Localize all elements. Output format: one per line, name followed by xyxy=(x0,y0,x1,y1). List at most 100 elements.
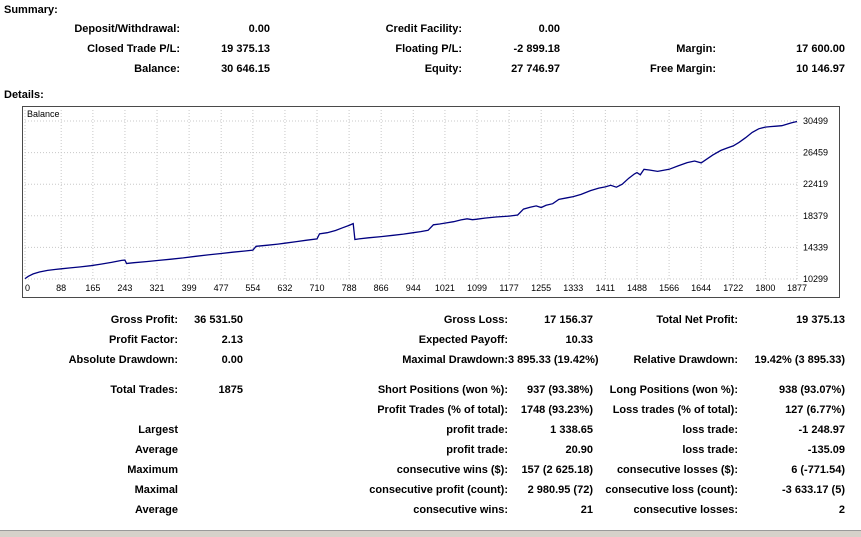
axis-label: 26459 xyxy=(803,148,828,158)
stat-label: Total Trades: xyxy=(110,384,178,396)
stat-value: 937 (93.38%) xyxy=(526,384,593,396)
stat-row: Profit Factor: 2.13 Expected Payoff: 10.33 xyxy=(0,330,861,350)
stat-value: 2.13 xyxy=(221,334,243,346)
stat-value: -135.09 xyxy=(807,444,845,456)
stat-label: profit trade: xyxy=(446,444,508,456)
summary-heading: Summary: xyxy=(4,4,58,16)
axis-label: 243 xyxy=(117,283,132,293)
stat-label: Relative Drawdown: xyxy=(633,354,738,366)
stat-value: 0.00 xyxy=(248,23,270,35)
axis-label: 165 xyxy=(85,283,100,293)
stat-label: Floating P/L: xyxy=(395,43,462,55)
stat-label: Absolute Drawdown: xyxy=(68,354,178,366)
stat-value: 17 156.37 xyxy=(544,314,593,326)
axis-label: 1566 xyxy=(659,283,679,293)
axis-label: 1800 xyxy=(755,283,775,293)
axis-label: 477 xyxy=(214,283,229,293)
details-group: Gross Profit: 36 531.50 Gross Loss: 17 156.… xyxy=(0,310,861,370)
stat-label: Average xyxy=(134,444,178,456)
balance-chart-panel: 0 88 165 243 321 399 477 554 632 710 788 866 944 1021… xyxy=(22,106,840,298)
stat-value: 6 (-771.54) xyxy=(791,464,845,476)
stat-label: Profit Trades (% of total): xyxy=(377,404,508,416)
stat-value: 27 746.97 xyxy=(511,63,560,75)
stat-row: Average profit trade: 20.90 loss trade: -135… xyxy=(0,440,861,460)
axis-label: 866 xyxy=(374,283,389,293)
axis-label: 1177 xyxy=(499,283,518,293)
stat-value: 2 980.95 (72) xyxy=(527,484,593,496)
axis-label: 1722 xyxy=(723,283,743,293)
stat-label: Deposit/Withdrawal: xyxy=(74,23,180,35)
stat-label: Free Margin: xyxy=(649,63,716,75)
stat-value: 10.33 xyxy=(565,334,593,346)
stat-row: Maximal consecutive profit (count): 2 980.… xyxy=(0,480,861,500)
axis-label: 399 xyxy=(182,283,197,293)
stat-label: Equity: xyxy=(424,63,462,75)
stat-row: Gross Profit: 36 531.50 Gross Loss: 17 156.… xyxy=(0,310,861,330)
stat-label: Maximal xyxy=(134,484,178,496)
axis-label: 632 xyxy=(277,283,292,293)
axis-label: 30499 xyxy=(803,116,828,126)
stat-value: 19 375.13 xyxy=(796,314,845,326)
stat-row: Closed Trade P/L: 19 375.13 Floating P/L: -… xyxy=(0,39,861,59)
stat-value: 3 895.33 (19.42%) xyxy=(508,354,599,366)
stat-value: 0.00 xyxy=(538,23,560,35)
stat-label: Balance: xyxy=(134,63,180,75)
axis-label: 1333 xyxy=(563,283,583,293)
stat-label: Gross Profit: xyxy=(110,314,178,326)
summary-table: Deposit/Withdrawal: 0.00 Credit Facility: 0… xyxy=(0,19,861,79)
stat-value: 0.00 xyxy=(221,354,243,366)
stat-label: Credit Facility: xyxy=(385,23,462,35)
stat-row: Average consecutive wins: 21 consecutive lo… xyxy=(0,500,861,520)
stat-row: Deposit/Withdrawal: 0.00 Credit Facility: 0… xyxy=(0,19,861,39)
stat-label: consecutive loss (count): xyxy=(605,484,738,496)
stat-label: loss trade: xyxy=(682,424,738,436)
stat-label: consecutive losses: xyxy=(633,504,738,516)
stat-value: 127 (6.77%) xyxy=(785,404,845,416)
stat-value: 10 146.97 xyxy=(796,63,845,75)
axis-label: 1021 xyxy=(435,283,455,293)
stat-value: 19 375.13 xyxy=(221,43,270,55)
details-table: Gross Profit: 36 531.50 Gross Loss: 17 156.… xyxy=(0,310,861,520)
stat-label: Expected Payoff: xyxy=(418,334,508,346)
stat-value: -2 899.18 xyxy=(513,43,560,55)
stat-value: -3 633.17 (5) xyxy=(782,484,845,496)
stat-label: Maximal Drawdown: xyxy=(402,354,508,366)
axis-label: 788 xyxy=(342,283,357,293)
axis-label: 0 xyxy=(25,283,30,293)
stat-label: Total Net Profit: xyxy=(656,314,738,326)
axis-label: 710 xyxy=(310,283,325,293)
balance-line xyxy=(24,120,798,280)
details-group: Total Trades: 1875 Short Positions (won %)… xyxy=(0,380,861,520)
stat-label: Margin: xyxy=(676,43,716,55)
stat-label: Largest xyxy=(138,424,178,436)
stat-label: loss trade: xyxy=(682,444,738,456)
stat-value: 157 (2 625.18) xyxy=(521,464,593,476)
axis-label: 1411 xyxy=(596,283,615,293)
stat-label: consecutive wins ($): xyxy=(396,464,508,476)
stat-value: 1875 xyxy=(218,384,243,396)
axis-label: 1877 xyxy=(787,283,807,293)
chart-series-label: Balance xyxy=(27,109,60,119)
stat-label: Short Positions (won %): xyxy=(377,384,508,396)
stat-label: Loss trades (% of total): xyxy=(612,404,738,416)
axis-label: 1644 xyxy=(691,283,711,293)
stat-value: 36 531.50 xyxy=(194,314,243,326)
stat-row: Absolute Drawdown: 0.00 Maximal Drawdown: 3… xyxy=(0,350,861,370)
stat-row: Largest profit trade: 1 338.65 loss trade: -… xyxy=(0,420,861,440)
axis-label: 18379 xyxy=(803,211,828,221)
stat-row: Profit Trades (% of total): 1748 (93.23%)… xyxy=(0,400,861,420)
details-heading: Details: xyxy=(4,89,44,101)
stat-label: Average xyxy=(134,504,178,516)
stat-value: 19.42% (3 895.33) xyxy=(754,354,845,366)
stat-label: consecutive profit (count): xyxy=(369,484,508,496)
axis-label: 22419 xyxy=(803,179,828,189)
stat-value: 938 (93.07%) xyxy=(778,384,845,396)
stat-row: Maximum consecutive wins ($): 157 (2 625.1… xyxy=(0,460,861,480)
axis-label: 321 xyxy=(150,283,165,293)
stat-label: Maximum xyxy=(127,464,178,476)
account-report: Summary: Deposit/Withdrawal: 0.00 Credit F… xyxy=(0,4,861,537)
stat-value: 2 xyxy=(838,504,845,516)
axis-label: 14339 xyxy=(803,242,828,252)
axis-label: 554 xyxy=(245,283,260,293)
stat-value: 30 646.15 xyxy=(221,63,270,75)
